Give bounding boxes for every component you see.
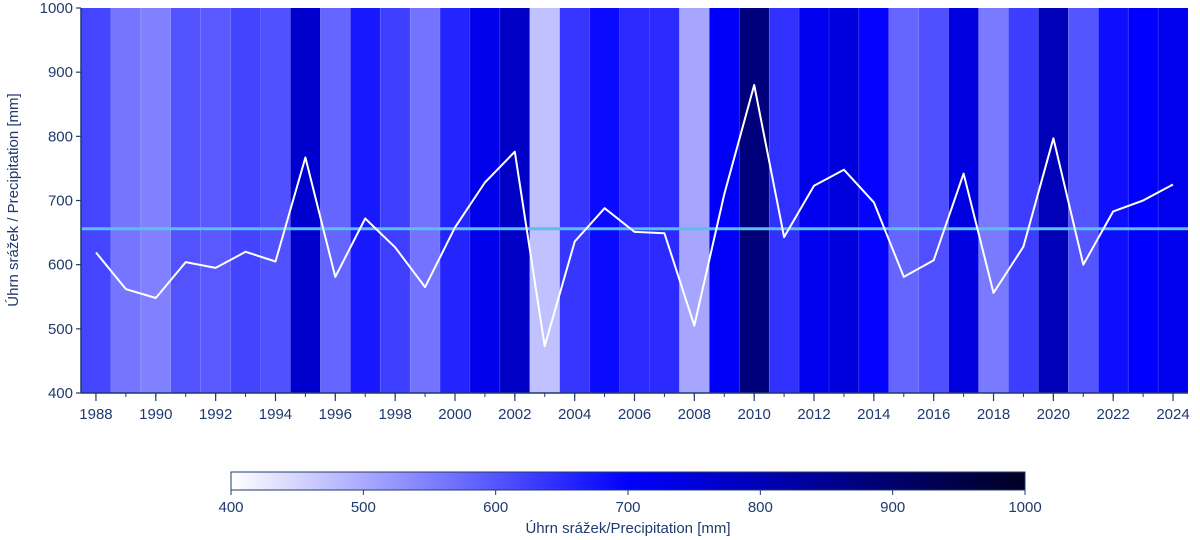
x-tick-label: 2006 — [618, 406, 651, 423]
colorbar-tick-label: 600 — [483, 499, 508, 516]
y-tick-label: 400 — [48, 385, 73, 402]
stripe-2020 — [1038, 8, 1069, 393]
x-tick-label: 1996 — [319, 406, 352, 423]
stripe-2024 — [1158, 8, 1188, 393]
y-tick-label: 600 — [48, 257, 73, 274]
stripe-1994 — [260, 8, 291, 393]
stripe-2011 — [769, 8, 800, 393]
stripe-1997 — [350, 8, 381, 393]
stripe-2014 — [858, 8, 889, 393]
x-tick-label: 2012 — [797, 406, 830, 423]
stripe-2012 — [799, 8, 829, 393]
x-tick-label: 2002 — [498, 406, 531, 423]
x-tick-label: 2022 — [1097, 406, 1130, 423]
stripe-2004 — [559, 8, 590, 393]
stripe-1992 — [200, 8, 231, 393]
stripe-2001 — [469, 8, 500, 393]
colorbar-title: Úhrn srážek/Precipitation [mm] — [525, 520, 730, 537]
colorbar-tick-label: 700 — [615, 499, 640, 516]
x-tick-label: 2014 — [857, 406, 890, 423]
y-tick-label: 800 — [48, 128, 73, 145]
stripe-2003 — [529, 8, 560, 393]
x-tick-label: 2008 — [678, 406, 711, 423]
stripe-1999 — [410, 8, 441, 393]
y-tick-label: 1000 — [40, 0, 73, 17]
stripe-1991 — [170, 8, 201, 393]
stripe-1988 — [81, 8, 111, 393]
stripe-1990 — [140, 8, 171, 393]
stripe-2006 — [619, 8, 650, 393]
axes: 400 500 600 700 800 900 1000 1988 1990 1992 1994 19… — [40, 0, 1190, 423]
year-stripes — [81, 8, 1188, 393]
series-layer — [95, 84, 1174, 348]
y-axis-title: Úhrn srážek / Precipitation [mm] — [5, 93, 22, 306]
stripe-2018 — [978, 8, 1009, 393]
colorbar-tick-label: 800 — [748, 499, 773, 516]
stripe-2002 — [499, 8, 530, 393]
stripe-2017 — [948, 8, 979, 393]
stripe-2005 — [589, 8, 620, 393]
x-tick-label: 1988 — [79, 406, 112, 423]
stripe-2007 — [649, 8, 680, 393]
x-tick-label: 2020 — [1037, 406, 1070, 423]
stripe-1993 — [230, 8, 261, 393]
precipitation-line — [95, 84, 1174, 348]
y-tick-label: 900 — [48, 64, 73, 81]
x-tick-label: 2016 — [917, 406, 950, 423]
stripe-2009 — [709, 8, 740, 393]
colorbar-gradient — [230, 471, 1026, 491]
stripe-1998 — [380, 8, 411, 393]
colorbar-tick-label: 400 — [218, 499, 243, 516]
x-tick-label: 1998 — [378, 406, 411, 423]
stripe-2022 — [1098, 8, 1129, 393]
x-tick-label: 1990 — [139, 406, 172, 423]
stripe-2000 — [440, 8, 470, 393]
x-tick-label: 1994 — [259, 406, 292, 423]
colorbar-tick-label: 1000 — [1008, 499, 1041, 516]
stripe-2013 — [828, 8, 859, 393]
x-tick-label: 2018 — [977, 406, 1010, 423]
stripe-2016 — [918, 8, 949, 393]
stripe-2021 — [1068, 8, 1099, 393]
stripe-1989 — [110, 8, 141, 393]
x-tick-label: 2010 — [737, 406, 770, 423]
stripe-2015 — [888, 8, 919, 393]
x-tick-label: 1992 — [199, 406, 232, 423]
y-tick-label: 500 — [48, 321, 73, 338]
colorbar: 400 500 600 700 800 900 1000 — [218, 471, 1042, 516]
x-tick-label: 2024 — [1156, 406, 1189, 423]
x-tick-label: 2000 — [438, 406, 471, 423]
y-tick-label: 700 — [48, 193, 73, 210]
colorbar-tick-label: 500 — [351, 499, 376, 516]
stripe-2019 — [1008, 8, 1039, 393]
colorbar-tick-label: 900 — [880, 499, 905, 516]
stripe-1996 — [320, 8, 351, 393]
stripe-2008 — [679, 8, 710, 393]
x-tick-label: 2004 — [558, 406, 591, 423]
stripe-2010 — [739, 8, 770, 393]
